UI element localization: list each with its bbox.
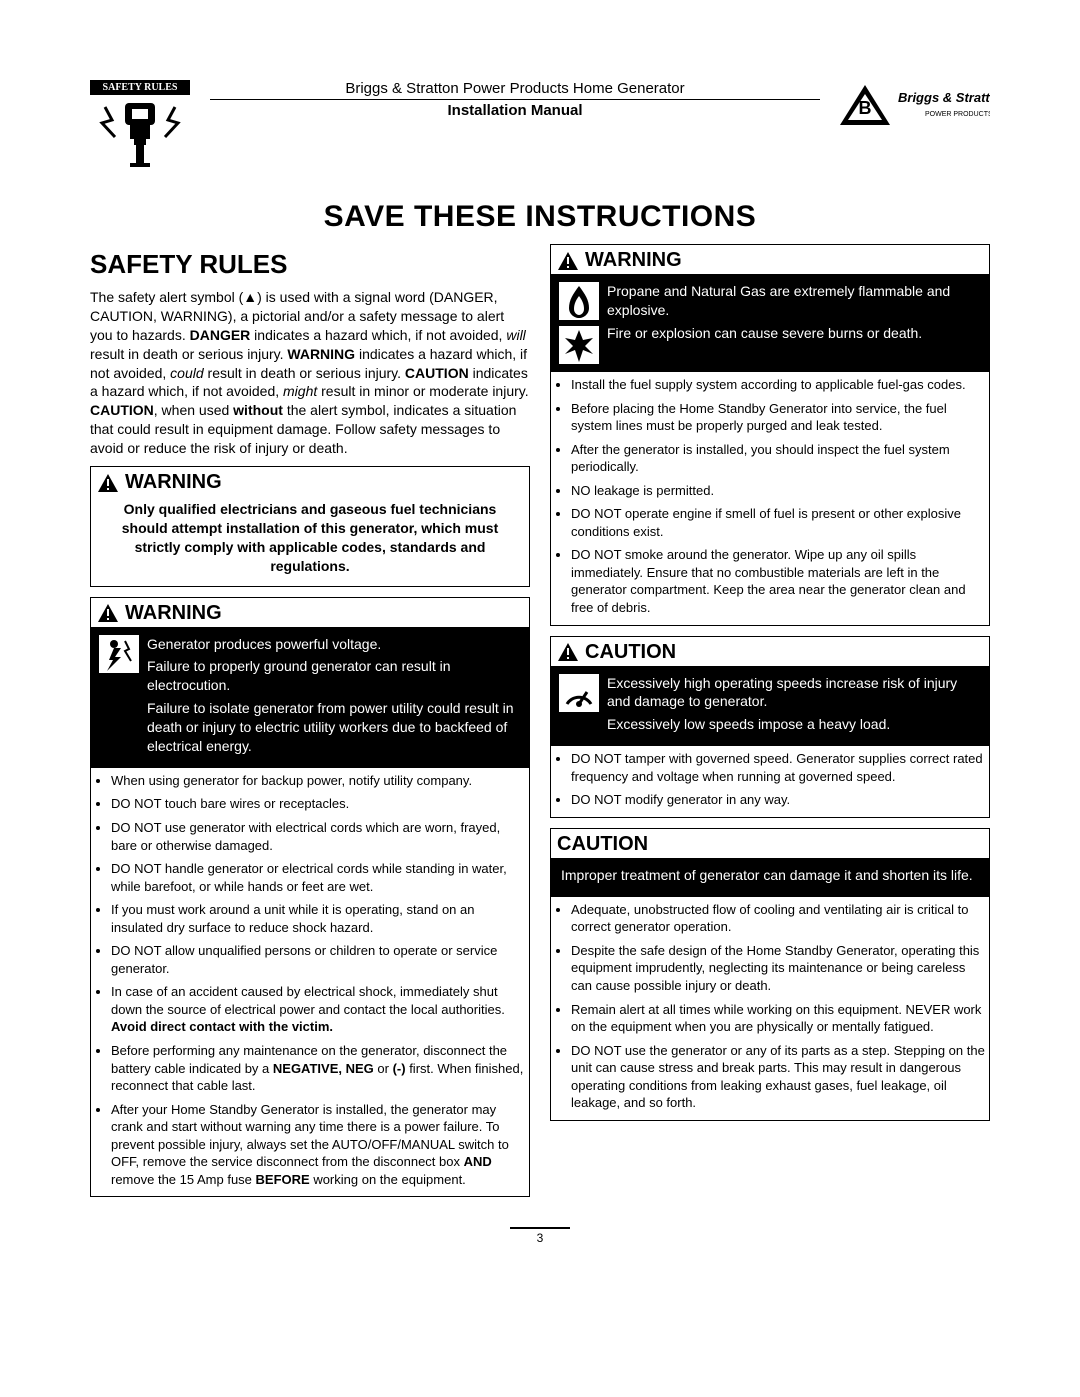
list-item: DO NOT touch bare wires or receptacles. — [111, 795, 529, 813]
warning-header: WARNING — [551, 245, 989, 274]
list-item: DO NOT tamper with governed speed. Gener… — [571, 750, 989, 785]
band-line: Failure to properly ground generator can… — [147, 657, 521, 695]
list-item: NO leakage is permitted. — [571, 482, 989, 500]
warning-header: WARNING — [91, 467, 529, 496]
list-item: Despite the safe design of the Home Stan… — [571, 942, 989, 995]
band-icons — [559, 674, 599, 739]
alert-icon — [557, 642, 579, 662]
warning1-body: Only qualified electricians and gaseous … — [91, 496, 529, 586]
warning-box-voltage: WARNING Generator produces powerful volt… — [90, 597, 530, 1198]
page: SAFETY RULES Briggs & Stratton Power Pro… — [0, 0, 1080, 1285]
caution-header: CAUTION — [551, 637, 989, 666]
list-item: DO NOT use the generator or any of its p… — [571, 1042, 989, 1112]
caution-box-treatment: CAUTION Improper treatment of generator … — [550, 828, 990, 1121]
caution1-bullets: DO NOT tamper with governed speed. Gener… — [551, 750, 989, 809]
save-instructions-title: SAVE THESE INSTRUCTIONS — [90, 200, 990, 234]
list-item: If you must work around a unit while it … — [111, 901, 529, 936]
safety-rules-heading: SAFETY RULES — [90, 249, 530, 280]
band-icons — [559, 282, 599, 364]
warning2-band-text: Generator produces powerful voltage. Fai… — [147, 635, 521, 760]
brand-logo: B Briggs & Stratton POWER PRODUCTS — [830, 80, 990, 140]
caution-box-speed: CAUTION Excessively high operating speed… — [550, 636, 990, 818]
list-item: Before placing the Home Standby Generato… — [571, 400, 989, 435]
warning-header: WARNING — [91, 598, 529, 627]
caution1-title: CAUTION — [585, 641, 676, 664]
band-line: Generator produces powerful voltage. — [147, 635, 521, 654]
list-item: Before performing any maintenance on the… — [111, 1042, 529, 1095]
warning2-title: WARNING — [125, 602, 222, 625]
list-item: Remain alert at all times while working … — [571, 1001, 989, 1036]
alert-icon — [97, 603, 119, 623]
svg-text:Briggs & Stratton: Briggs & Stratton — [898, 90, 990, 105]
list-item: Install the fuel supply system according… — [571, 376, 989, 394]
flame-icon — [559, 282, 599, 320]
shock-icon — [99, 635, 139, 673]
list-item: DO NOT operate engine if smell of fuel i… — [571, 505, 989, 540]
list-item: After your Home Standby Generator is ins… — [111, 1101, 529, 1189]
speed-icon — [559, 674, 599, 712]
band-line: Improper treatment of generator can dama… — [561, 866, 973, 885]
header-center: Briggs & Stratton Power Products Home Ge… — [200, 80, 830, 119]
svg-text:B: B — [859, 98, 872, 118]
badge-label: SAFETY RULES — [90, 80, 190, 95]
header: SAFETY RULES Briggs & Stratton Power Pro… — [90, 80, 990, 180]
caution1-band-text: Excessively high operating speeds increa… — [607, 674, 981, 739]
caution2-bullets: Adequate, unobstructed flow of cooling a… — [551, 901, 989, 1112]
doc-subtitle: Installation Manual — [200, 102, 830, 119]
list-item: DO NOT use generator with electrical cor… — [111, 819, 529, 854]
warning3-title: WARNING — [585, 249, 682, 272]
left-column: SAFETY RULES The safety alert symbol (▲)… — [90, 244, 530, 1207]
caution2-band-text: Improper treatment of generator can dama… — [561, 866, 973, 889]
list-item: In case of an accident caused by electri… — [111, 983, 529, 1036]
warning3-bullets: Install the fuel supply system according… — [551, 376, 989, 617]
svg-text:POWER PRODUCTS: POWER PRODUCTS — [925, 111, 990, 118]
list-item: When using generator for backup power, n… — [111, 772, 529, 790]
warning-box-fuel: WARNING Pr — [550, 244, 990, 626]
list-item: After the generator is installed, you sh… — [571, 441, 989, 476]
safety-rules-badge: SAFETY RULES — [90, 80, 190, 180]
caution1-band: Excessively high operating speeds increa… — [551, 666, 989, 747]
right-column: WARNING Pr — [550, 244, 990, 1207]
warning3-band-text: Propane and Natural Gas are extremely fl… — [607, 282, 981, 364]
list-item: DO NOT modify generator in any way. — [571, 791, 989, 809]
content-columns: SAFETY RULES The safety alert symbol (▲)… — [90, 244, 990, 1207]
warning-box-qualified: WARNING Only qualified electricians and … — [90, 466, 530, 587]
alert-icon — [557, 251, 579, 271]
warning2-band: Generator produces powerful voltage. Fai… — [91, 627, 529, 768]
list-item: DO NOT handle generator or electrical co… — [111, 860, 529, 895]
band-line: Excessively low speeds impose a heavy lo… — [607, 715, 981, 734]
band-line: Failure to isolate generator from power … — [147, 699, 521, 756]
caution2-title: CAUTION — [551, 829, 989, 858]
safety-badge-icon — [90, 95, 190, 170]
product-line: Briggs & Stratton Power Products Home Ge… — [210, 80, 820, 100]
warning1-title: WARNING — [125, 471, 222, 494]
list-item: Adequate, unobstructed flow of cooling a… — [571, 901, 989, 936]
band-line: Propane and Natural Gas are extremely fl… — [607, 282, 981, 320]
explosion-icon — [559, 326, 599, 364]
intro-paragraph: The safety alert symbol (▲) is used with… — [90, 288, 530, 458]
warning3-band: Propane and Natural Gas are extremely fl… — [551, 274, 989, 372]
list-item: DO NOT smoke around the generator. Wipe … — [571, 546, 989, 616]
alert-icon — [97, 473, 119, 493]
warning2-bullets: When using generator for backup power, n… — [91, 772, 529, 1188]
caution2-band: Improper treatment of generator can dama… — [551, 858, 989, 897]
band-line: Excessively high operating speeds increa… — [607, 674, 981, 712]
list-item: DO NOT allow unqualified persons or chil… — [111, 942, 529, 977]
band-line: Fire or explosion can cause severe burns… — [607, 324, 981, 343]
page-number: 3 — [510, 1227, 570, 1245]
band-icons — [99, 635, 139, 760]
